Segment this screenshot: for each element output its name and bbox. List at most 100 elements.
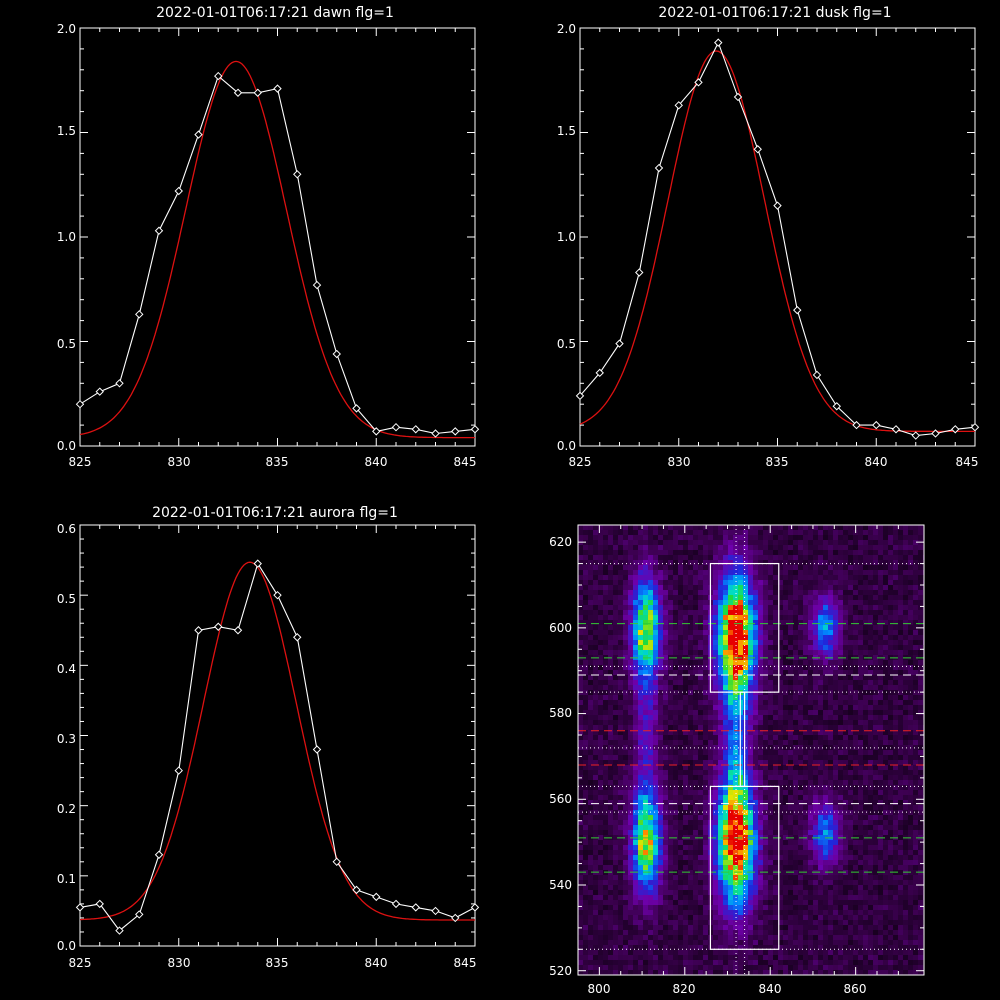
heatmap-cell (593, 745, 598, 750)
heatmap-cell (718, 585, 723, 590)
heatmap-cell (678, 790, 683, 795)
heatmap-cell (698, 725, 703, 730)
heatmap-cell (693, 575, 698, 580)
heatmap-cell (873, 745, 878, 750)
heatmap-cell (698, 750, 703, 755)
heatmap-cell (808, 665, 813, 670)
heatmap-cell (853, 610, 858, 615)
heatmap-cell (658, 790, 663, 795)
heatmap-cell (853, 815, 858, 820)
heatmap-cell (593, 725, 598, 730)
heatmap-cell (708, 750, 713, 755)
heatmap-cell (678, 815, 683, 820)
heatmap-cell (658, 605, 663, 610)
heatmap-cell (613, 850, 618, 855)
heatmap-cell (673, 545, 678, 550)
heatmap-cell (703, 730, 708, 735)
heatmap-cell (858, 795, 863, 800)
heatmap-cell (768, 615, 773, 620)
heatmap-cell (733, 845, 738, 850)
heatmap-cell (753, 645, 758, 650)
heatmap-cell (768, 790, 773, 795)
heatmap-cell (748, 660, 753, 665)
heatmap-cell (853, 575, 858, 580)
dusk-title: 2022-01-01T06:17:21 dusk flg=1 (658, 5, 891, 21)
heatmap-cell (803, 575, 808, 580)
heatmap-cell (613, 720, 618, 725)
aurora-data-point (312, 745, 322, 754)
heatmap-cell (773, 810, 778, 815)
heatmap-cell (863, 675, 868, 680)
heatmap-cell (623, 675, 628, 680)
heatmap-cell (648, 735, 653, 740)
heatmap-cell (603, 730, 608, 735)
heatmap-cell (663, 610, 668, 615)
heatmap-cell (873, 795, 878, 800)
heatmap-cell (848, 535, 853, 540)
heatmap-cell (828, 695, 833, 700)
heatmap-cell (908, 685, 913, 690)
heatmap-cell (883, 650, 888, 655)
heatmap-cell (583, 585, 588, 590)
heatmap-cell (888, 550, 893, 555)
heatmap-cell (608, 530, 613, 535)
heatmap-cell (863, 550, 868, 555)
heatmap-cell (658, 550, 663, 555)
heatmap-cell (693, 830, 698, 835)
heatmap-cell (883, 775, 888, 780)
heatmap-cell (658, 730, 663, 735)
heatmap-cell (733, 730, 738, 735)
heatmap-cell (608, 720, 613, 725)
heatmap-cell (798, 535, 803, 540)
heatmap-cell (773, 600, 778, 605)
heatmap-cell (798, 555, 803, 560)
heatmap-cell (648, 645, 653, 650)
heatmap-cell (668, 830, 673, 835)
heatmap-cell (628, 760, 633, 765)
heatmap-cell (893, 610, 898, 615)
heatmap-cell (648, 825, 653, 830)
heatmap-cell (693, 725, 698, 730)
heatmap-cell (678, 690, 683, 695)
heatmap-cell (693, 685, 698, 690)
heatmap-cell (643, 610, 648, 615)
heatmap-cell (698, 580, 703, 585)
heatmap-cell (763, 825, 768, 830)
heatmap-cell (748, 550, 753, 555)
heatmap-cell (703, 640, 708, 645)
heatmap-cell (733, 550, 738, 555)
heatmap-cell (913, 675, 918, 680)
heatmap-cell (878, 755, 883, 760)
heatmap-cell (713, 615, 718, 620)
heatmap-cell (798, 755, 803, 760)
heatmap-cell (698, 760, 703, 765)
heatmap-cell (848, 770, 853, 775)
dusk-y-tick-label: 0.0 (557, 439, 576, 453)
heatmap-cell (688, 850, 693, 855)
heatmap-cell (648, 555, 653, 560)
heatmap-cell (728, 560, 733, 565)
heatmap-cell (578, 620, 583, 625)
heatmap-cell (638, 570, 643, 575)
heatmap-cell (813, 715, 818, 720)
heatmap-cell (818, 560, 823, 565)
heatmap-cell (813, 580, 818, 585)
heatmap-cell (633, 830, 638, 835)
heatmap-cell (863, 630, 868, 635)
heatmap-cell (673, 555, 678, 560)
heatmap-cell (743, 755, 748, 760)
heatmap-cell (878, 670, 883, 675)
heatmap-cell (743, 695, 748, 700)
heatmap-cell (748, 710, 753, 715)
heatmap-cell (633, 585, 638, 590)
heatmap-cell (763, 550, 768, 555)
heatmap-cell (748, 790, 753, 795)
heatmap-cell (608, 710, 613, 715)
heatmap-cell (613, 805, 618, 810)
heatmap-cell (648, 640, 653, 645)
heatmap-cell (588, 830, 593, 835)
heatmap-cell (663, 645, 668, 650)
heatmap-cell (768, 750, 773, 755)
dusk-fit-curve (579, 50, 975, 433)
dawn-data-point (135, 310, 144, 319)
